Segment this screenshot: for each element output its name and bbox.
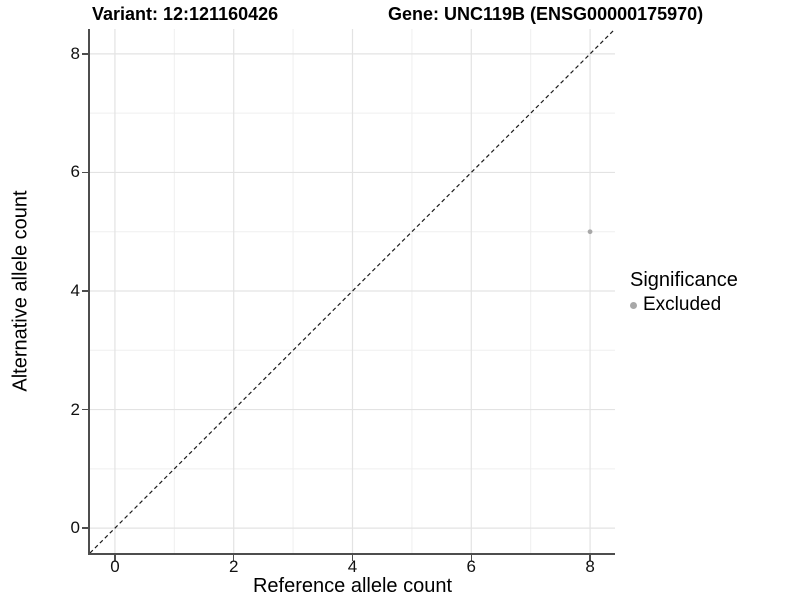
identity-line	[90, 29, 615, 553]
x-tick-label: 0	[110, 557, 120, 576]
x-tick-mark	[351, 555, 354, 561]
y-tick-mark	[82, 171, 88, 174]
x-tick-label: 2	[228, 557, 239, 576]
y-axis-title: Alternative allele count	[9, 190, 32, 392]
plot-title-gene: Gene: UNC119B (ENSG00000175970)	[388, 4, 704, 24]
x-tick-mark	[232, 555, 235, 561]
plot-panel	[88, 29, 615, 555]
y-tick-mark	[82, 527, 88, 529]
x-tick-mark	[470, 555, 473, 561]
legend-title: Significance	[630, 269, 738, 291]
x-tick-label: 6	[466, 557, 476, 576]
y-tick-mark	[82, 53, 88, 55]
plot-area-svg	[90, 29, 615, 553]
y-tick-label: 2	[70, 399, 80, 419]
y-tick-mark	[82, 290, 88, 292]
y-tick-label: 8	[70, 43, 80, 63]
y-tick-label: 0	[70, 518, 80, 538]
x-tick-mark	[589, 555, 591, 561]
plot-title-variant: Variant: 12:121160426	[92, 4, 279, 24]
y-tick-label: 4	[70, 281, 80, 300]
y-tick-label: 6	[70, 162, 80, 182]
legend-item-label: Excluded	[643, 294, 722, 315]
legend-items: Excluded	[630, 294, 738, 316]
x-tick-label: 8	[585, 557, 595, 576]
data-point	[587, 229, 593, 235]
legend-key-dot-icon	[630, 301, 637, 309]
x-tick-mark	[114, 555, 116, 561]
legend: Significance Excluded	[630, 268, 738, 316]
legend-item: Excluded	[630, 294, 738, 316]
x-axis-title: Reference allele count	[252, 575, 452, 597]
x-tick-label: 4	[347, 557, 358, 576]
y-tick-mark	[82, 408, 88, 411]
